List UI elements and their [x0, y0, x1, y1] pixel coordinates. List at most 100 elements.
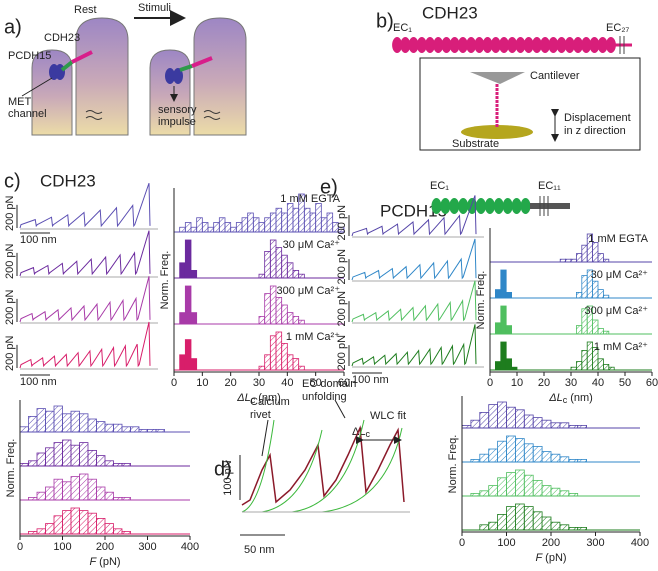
- histogram-bar: [500, 305, 507, 335]
- histogram-bar: [286, 262, 294, 279]
- ec-domain: [490, 37, 501, 53]
- histogram-bar: [568, 424, 579, 429]
- histogram-bar: [213, 222, 220, 233]
- x-tick-label: 300: [138, 541, 156, 553]
- histogram-bar: [104, 423, 114, 433]
- histogram-bar: [515, 503, 525, 531]
- histogram-bar: [479, 411, 490, 429]
- histogram-bar: [505, 358, 513, 371]
- scale-label: 200 pN: [336, 249, 348, 285]
- histogram-bar: [559, 490, 570, 497]
- x-tick-label: 40: [592, 377, 604, 389]
- ec-domain: [515, 37, 526, 53]
- panel-label: d): [214, 458, 232, 480]
- histogram-bar: [184, 339, 192, 371]
- histogram-bar: [292, 315, 300, 325]
- histogram-bar: [96, 486, 106, 501]
- histogram-bar: [608, 366, 615, 371]
- label: channel: [8, 108, 47, 120]
- histogram-bar: [337, 226, 345, 233]
- ec-domain: [449, 198, 460, 214]
- histogram-bar: [53, 478, 63, 501]
- ec-domain: [520, 198, 531, 214]
- histogram-bar: [70, 444, 80, 467]
- label-main: F: [535, 552, 543, 564]
- label: in z direction: [564, 125, 626, 137]
- histogram-bar: [79, 413, 89, 433]
- label-unit: (nm): [258, 392, 281, 404]
- histogram-bar: [269, 285, 277, 325]
- histogram-bar: [247, 212, 254, 233]
- histogram-bar: [497, 477, 507, 497]
- label-sub: c: [251, 395, 256, 405]
- histogram-bar: [315, 203, 322, 233]
- histogram-bar: [500, 341, 507, 371]
- histogram-bar: [190, 269, 198, 279]
- ec-domain: [482, 37, 493, 53]
- x-tick-label: 30: [565, 377, 577, 389]
- histogram-bar: [179, 312, 186, 325]
- force-trace: [351, 195, 477, 237]
- histogram-bar: [570, 258, 577, 263]
- histogram-bar: [28, 531, 38, 535]
- label-unit: (pN): [99, 556, 120, 568]
- histogram-bar: [592, 319, 599, 335]
- histogram-bar: [28, 415, 38, 433]
- ec-domain: [502, 198, 513, 214]
- y-axis-label: Norm. Freq.: [475, 271, 487, 330]
- ec-domain: [433, 37, 444, 53]
- ec-domain: [476, 198, 486, 214]
- histogram-bar: [603, 363, 610, 371]
- histogram-bar: [541, 451, 552, 463]
- scale-label: 100 pN: [222, 460, 234, 496]
- histogram-bar: [269, 212, 277, 233]
- x-tick-label: 400: [631, 537, 649, 549]
- histogram-bar: [303, 207, 311, 233]
- histogram-bar: [550, 422, 561, 429]
- histogram-bar: [592, 241, 599, 263]
- histogram-bar: [568, 492, 579, 497]
- histogram-bar: [488, 485, 499, 497]
- ec-domain: [556, 37, 567, 53]
- panel-label: a): [4, 16, 22, 38]
- histogram-bar: [264, 293, 271, 325]
- histogram-bar: [581, 275, 588, 299]
- scale-label: 200 pN: [336, 205, 348, 241]
- label: Rest: [74, 4, 97, 16]
- ec-domain: [457, 37, 468, 53]
- label: PCDH15: [8, 50, 51, 62]
- histogram-bar: [286, 203, 294, 233]
- ec-domain: [400, 37, 411, 53]
- histogram-bar: [190, 226, 198, 233]
- histogram-bar: [113, 462, 123, 467]
- histogram-bar: [286, 354, 294, 371]
- histogram-bar: [275, 207, 283, 233]
- panel-label: c): [4, 170, 21, 192]
- histogram-bar: [470, 492, 481, 497]
- histogram-bar: [252, 217, 260, 233]
- histogram-bar: [104, 523, 114, 535]
- histogram-bar: [581, 349, 588, 371]
- ec-domain: [573, 37, 583, 53]
- histogram-bar: [577, 527, 588, 531]
- x-tick-label: 300: [586, 537, 604, 549]
- ec-domain: [589, 37, 600, 53]
- histogram-bar: [224, 222, 232, 233]
- histogram-bar: [121, 426, 131, 433]
- label: EC₁: [430, 180, 449, 192]
- histogram-bar: [96, 518, 106, 535]
- scale-label: 200 pN: [4, 336, 16, 372]
- histogram-bar: [62, 413, 72, 433]
- histogram-bar: [559, 258, 567, 263]
- histogram-bar: [113, 423, 123, 433]
- scale-label: 200 pN: [4, 196, 16, 232]
- force-trace: [351, 324, 477, 367]
- ec-domain: [425, 37, 435, 53]
- histogram-bar: [264, 354, 271, 371]
- x-axis-label: F (pN): [535, 552, 566, 564]
- x-tick-label: 10: [196, 377, 208, 389]
- pointer: [261, 419, 269, 457]
- histogram-bar: [36, 528, 46, 535]
- histogram-bar: [603, 258, 610, 263]
- histogram-bar: [275, 331, 283, 371]
